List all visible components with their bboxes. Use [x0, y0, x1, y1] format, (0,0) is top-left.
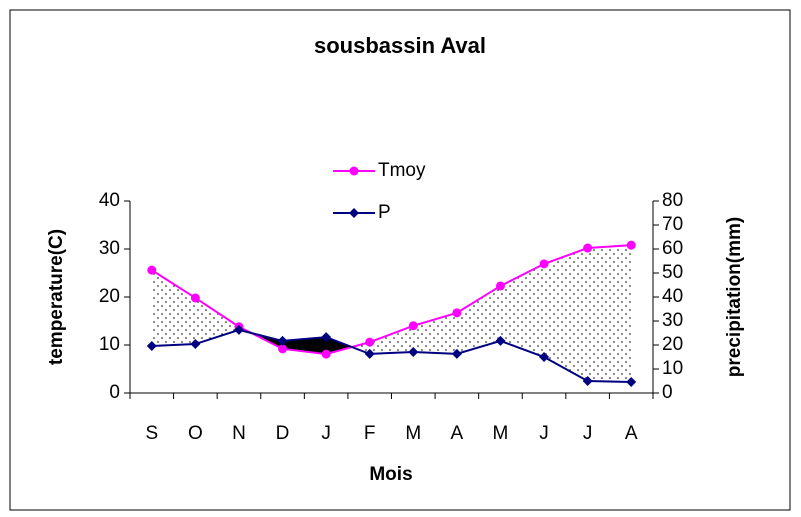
data-point: [190, 293, 200, 303]
y-tick-label: 20: [99, 286, 120, 307]
legend-marker: [349, 208, 359, 218]
x-tick-label: N: [232, 423, 246, 444]
x-tick-label: F: [364, 423, 376, 444]
data-point: [539, 259, 549, 269]
data-point: [582, 376, 593, 386]
x-tick-label: J: [321, 423, 331, 444]
y2-tick-label: 70: [662, 214, 683, 235]
data-point: [626, 240, 636, 250]
data-point: [451, 348, 462, 359]
data-point: [321, 349, 331, 359]
chart-title: sousbassin Aval: [314, 33, 486, 58]
y2-tick-label: 20: [662, 334, 683, 355]
chart-border: [9, 9, 791, 511]
data-point: [495, 335, 506, 346]
data-point: [452, 308, 462, 318]
data-point: [364, 348, 375, 359]
legend-label: Tmoy: [378, 160, 426, 181]
data-point: [147, 265, 157, 275]
data-point: [146, 340, 157, 351]
x-tick-label: D: [276, 423, 290, 444]
data-point: [233, 324, 244, 335]
x-tick-label: A: [625, 423, 638, 444]
data-point: [321, 332, 332, 343]
x-tick-label: J: [539, 423, 549, 444]
series-line: [151, 244, 632, 356]
y2-tick-label: 50: [662, 262, 683, 283]
x-tick-label: A: [451, 423, 464, 444]
data-point: [365, 337, 375, 347]
x-tick-label: S: [145, 423, 158, 444]
data-point: [408, 321, 418, 331]
legend-label: P: [378, 202, 391, 223]
x-tick-label: J: [583, 423, 593, 444]
x-tick-label: M: [405, 423, 421, 444]
x-tick-label: M: [493, 423, 509, 444]
y-tick-label: 10: [99, 334, 120, 355]
data-point: [277, 335, 288, 346]
y2-tick-label: 0: [662, 382, 673, 403]
data-point: [495, 281, 505, 291]
x-tick-label: O: [188, 423, 203, 444]
y2-axis-title: precipitation(mm): [724, 217, 745, 377]
series-line: [151, 328, 632, 383]
y-tick-label: 0: [109, 382, 120, 403]
x-axis-title: Mois: [369, 464, 412, 485]
data-point: [539, 352, 550, 362]
data-point: [626, 376, 637, 387]
data-point: [278, 344, 288, 354]
data-point: [190, 339, 201, 350]
y2-tick-label: 10: [662, 358, 683, 379]
y-tick-label: 30: [99, 238, 120, 259]
y-tick-label: 40: [99, 190, 120, 211]
y2-tick-label: 40: [662, 286, 683, 307]
legend-marker: [349, 166, 359, 176]
y2-tick-label: 80: [662, 190, 683, 211]
data-point: [408, 346, 419, 357]
data-point: [583, 243, 593, 253]
y-axis-title: temperature(C): [46, 229, 67, 365]
y2-tick-label: 60: [662, 238, 683, 259]
y2-tick-label: 30: [662, 310, 683, 331]
